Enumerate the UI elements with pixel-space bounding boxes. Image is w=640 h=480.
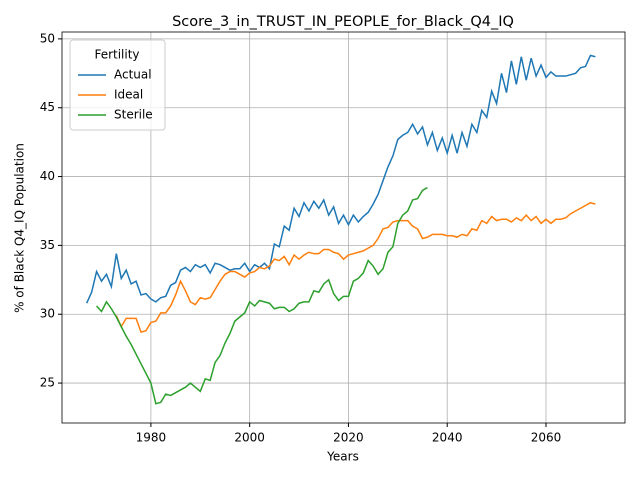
x-tick-label: 2060 <box>531 431 562 445</box>
chart-title: Score_3_in_TRUST_IN_PEOPLE_for_Black_Q4_… <box>172 14 514 30</box>
y-tick-label: 45 <box>40 100 55 114</box>
y-tick-label: 35 <box>40 238 55 252</box>
plot-frame <box>61 31 626 424</box>
legend <box>69 39 166 131</box>
y-axis-label: % of Black Q4_IQ Population <box>13 143 27 313</box>
legend-label: Ideal <box>114 88 143 102</box>
line <box>96 186 428 405</box>
legend-label: Actual <box>114 68 152 82</box>
y-tick-label: 40 <box>40 169 55 183</box>
y-tick-label: 25 <box>40 376 55 390</box>
legend-label: Sterile <box>114 108 153 122</box>
x-axis-label: Years <box>326 450 359 464</box>
x-tick-label: 2000 <box>234 431 265 445</box>
x-tick-label: 1980 <box>136 431 167 445</box>
y-tick-label: 50 <box>40 31 55 45</box>
x-tick-label: 2040 <box>432 431 463 445</box>
x-tick-label: 2020 <box>333 431 364 445</box>
legend-title: Fertility <box>94 48 139 62</box>
line <box>115 201 596 334</box>
line <box>86 54 596 304</box>
y-tick-label: 30 <box>40 307 55 321</box>
